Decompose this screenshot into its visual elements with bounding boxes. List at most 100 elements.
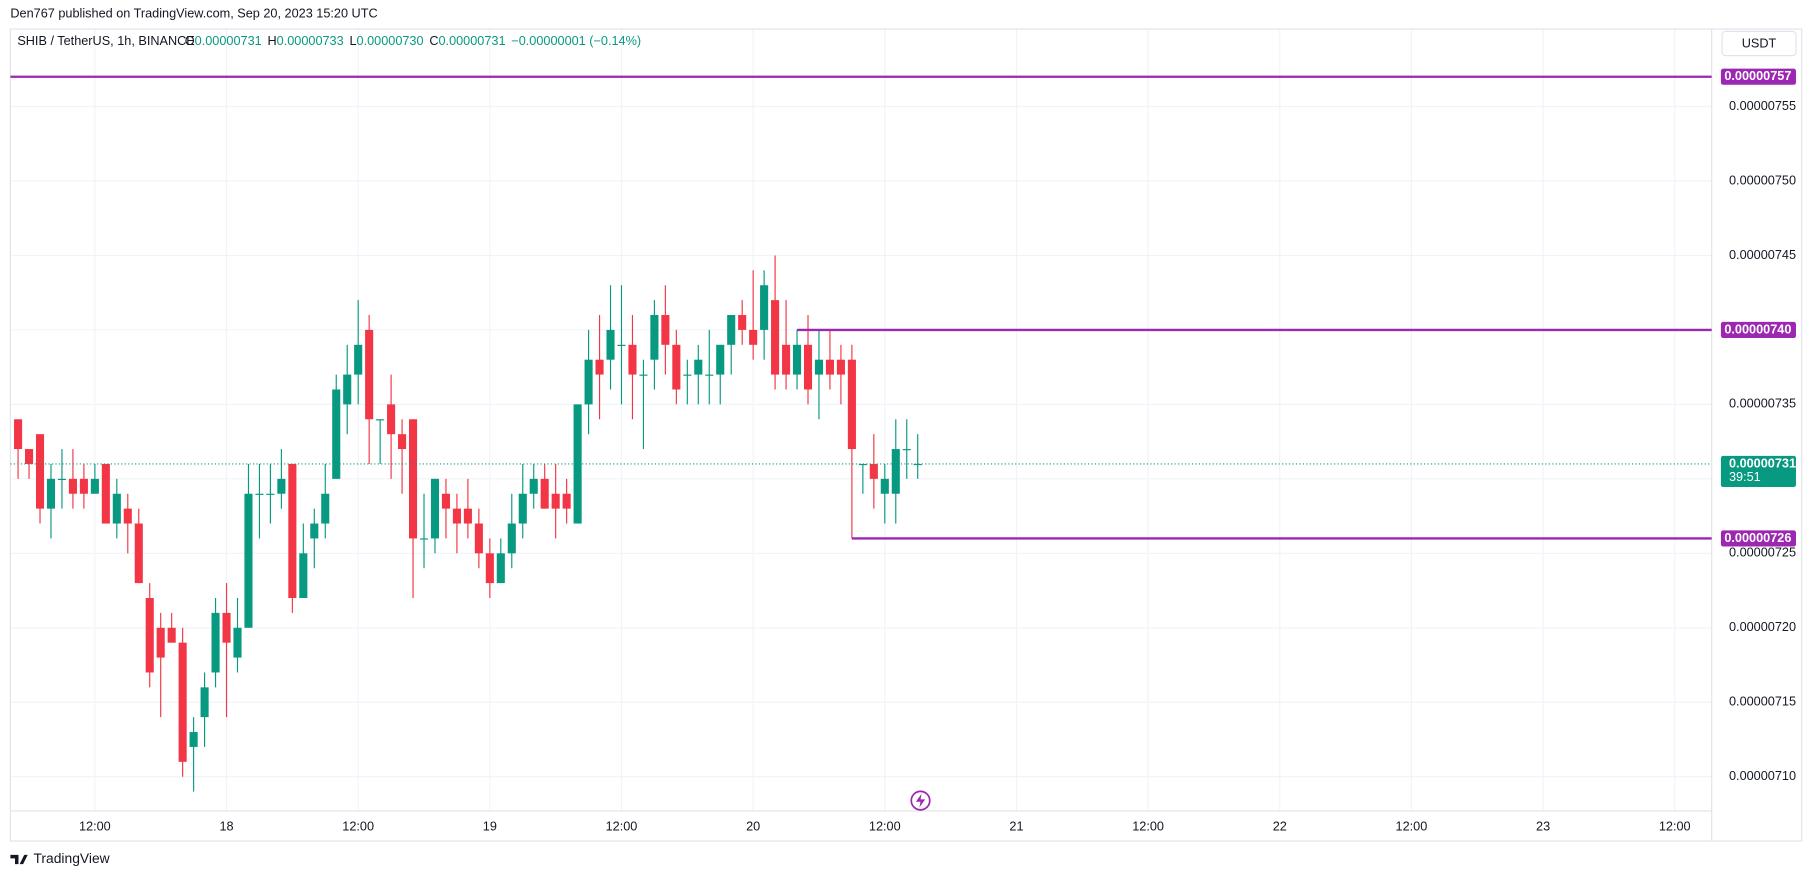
candle-body <box>222 612 231 643</box>
candle-body <box>869 463 878 479</box>
candle-body <box>134 523 143 584</box>
candle-body <box>288 463 297 598</box>
x-tick-label: 12:00 <box>1132 820 1164 834</box>
candle-body <box>661 315 670 345</box>
x-tick-label: 12:00 <box>869 820 901 834</box>
candle-body <box>123 508 132 524</box>
current-price-box <box>1720 455 1796 488</box>
level-label: 0.00000757 <box>1724 69 1791 83</box>
candle-body <box>880 478 889 494</box>
candle-body <box>814 359 824 375</box>
candle-body <box>803 344 813 390</box>
currency-label[interactable]: USDT <box>1742 36 1777 50</box>
candle-body <box>727 315 736 345</box>
level-label: 0.00000726 <box>1724 531 1791 545</box>
x-tick-label: 18 <box>219 820 233 834</box>
y-tick-label: 0.00000750 <box>1729 173 1796 187</box>
candle-body <box>14 419 23 450</box>
candle-body <box>584 359 593 405</box>
ohlc-value: 0.00000731 <box>195 34 262 48</box>
candle-body <box>628 344 637 375</box>
lightning-icon[interactable] <box>910 790 931 811</box>
candle-body <box>639 374 648 376</box>
candle-body <box>738 315 747 330</box>
candle-body <box>650 315 659 360</box>
candle-body <box>891 449 900 494</box>
level-label: 0.00000740 <box>1724 322 1791 336</box>
candle-body <box>145 597 154 673</box>
candle-body <box>847 359 856 450</box>
chart-frame <box>9 28 1803 842</box>
candle-body <box>90 478 99 494</box>
candle-body <box>463 508 472 524</box>
x-tick-label: 19 <box>483 820 497 834</box>
candle-body <box>57 478 67 481</box>
y-tick-label: 0.00000725 <box>1729 546 1796 560</box>
candle-body <box>507 523 516 554</box>
y-tick-label: 0.00000735 <box>1729 397 1796 411</box>
candle-body <box>365 329 374 420</box>
x-tick-label: 12:00 <box>342 820 374 834</box>
ohlc-value: 0.00000730 <box>357 34 424 48</box>
candle-body <box>408 419 418 539</box>
y-tick-label: 0.00000710 <box>1729 769 1796 783</box>
legend: SHIB / TetherUS, 1h, BINANCE O0.00000731… <box>17 34 641 48</box>
ohlc-key: O <box>185 34 195 48</box>
candle-body <box>452 508 461 524</box>
candle-body <box>836 359 845 375</box>
candle-body <box>35 434 45 509</box>
candle-body <box>354 344 363 375</box>
x-tick-label: 20 <box>746 820 760 834</box>
x-tick-label: 12:00 <box>79 820 111 834</box>
candle-body <box>441 493 450 509</box>
candle-body <box>156 627 165 658</box>
candle-body <box>694 359 703 375</box>
level-label-box <box>1720 68 1796 85</box>
candle-body <box>25 449 34 464</box>
candle-body <box>760 285 769 330</box>
ohlc-value: 0.00000733 <box>277 34 344 48</box>
candle-body <box>310 523 319 539</box>
x-tick-label: 12:00 <box>606 820 638 834</box>
countdown-label: 39:51 <box>1729 470 1761 484</box>
y-tick-label: 0.00000720 <box>1729 620 1796 634</box>
candle-body <box>299 553 308 598</box>
logo: TradingView <box>10 850 111 866</box>
x-tick-label: 12:00 <box>1396 820 1428 834</box>
candle-body <box>178 642 187 762</box>
currency-button[interactable] <box>1721 30 1797 57</box>
candle-body <box>529 478 538 494</box>
x-tick-label: 22 <box>1273 820 1287 834</box>
candle-body <box>551 493 560 509</box>
candle-body <box>387 404 396 435</box>
candle-body <box>321 493 330 524</box>
y-tick-label: 0.00000755 <box>1729 99 1796 113</box>
candle-body <box>716 344 725 375</box>
candle-body <box>79 478 88 494</box>
candle-body <box>540 478 549 509</box>
symbol-title: SHIB / TetherUS, 1h, BINANCE <box>17 34 194 48</box>
ohlc-key: H <box>267 34 276 48</box>
candle-body <box>485 553 494 584</box>
candle-body <box>672 344 681 390</box>
candle-body <box>233 627 242 658</box>
candle-body <box>101 463 110 524</box>
candle-body <box>68 478 77 494</box>
current-price-label: 0.00000731 <box>1729 456 1796 470</box>
candle-body <box>749 329 758 345</box>
candle-body <box>562 493 571 509</box>
ohlc-change: −0.00000001 (−0.14%) <box>511 34 641 48</box>
candle-body <box>46 478 56 509</box>
x-tick-label: 23 <box>1536 820 1550 834</box>
candle-body <box>913 463 922 466</box>
candle-body <box>782 344 791 375</box>
candle-body <box>343 374 352 405</box>
x-tick-label: 12:00 <box>1659 820 1691 834</box>
candle-body <box>902 449 911 451</box>
ohlc-values: O0.00000731 H0.00000733 L0.00000730 C0.0000… <box>185 34 641 48</box>
candle-body <box>474 523 483 554</box>
candle-body <box>332 389 341 479</box>
ohlc-key: L <box>349 34 356 48</box>
published-note: Den767 published on TradingView.com, Sep… <box>10 6 377 20</box>
